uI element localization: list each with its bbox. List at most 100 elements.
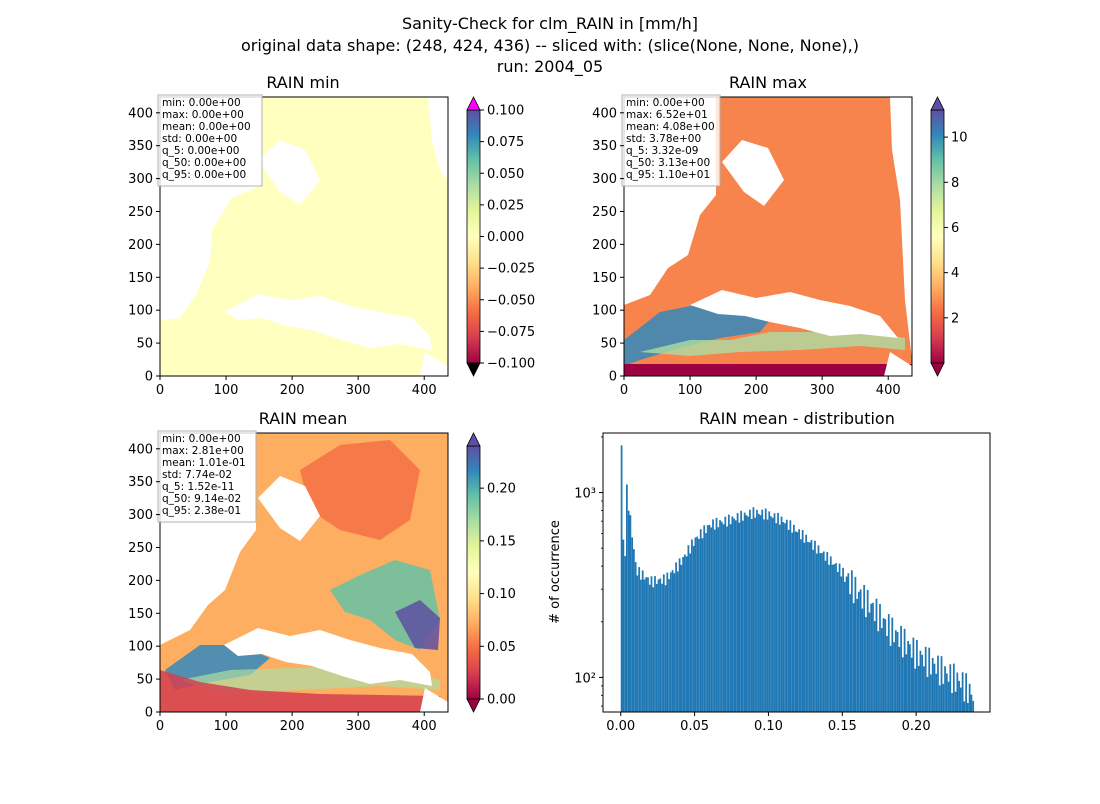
x-tick-label: 300 [346, 719, 371, 734]
histogram-bar [805, 534, 808, 712]
histogram-bar [905, 654, 908, 712]
x-tick-label: 0.05 [680, 719, 709, 734]
histogram-bar [694, 537, 697, 712]
colorbar-min-extend [930, 362, 945, 377]
histogram-bar [787, 529, 790, 712]
histogram-bar [796, 532, 799, 712]
colorbar-min-extend [466, 698, 481, 713]
histogram-bar [967, 703, 969, 712]
histogram-bar [706, 525, 709, 712]
histogram-bar [622, 539, 625, 712]
histogram-bar [659, 578, 662, 712]
histogram-bar [745, 515, 748, 712]
stat-line: q_50: 0.00e+00 [162, 157, 246, 169]
colorbar-max-extend [466, 432, 481, 447]
histogram-bar [829, 556, 832, 712]
histogram-bar [954, 691, 957, 712]
histogram-bar [734, 520, 737, 712]
histogram-bar [757, 513, 760, 712]
histogram-bar [794, 531, 797, 712]
histogram-bar [879, 603, 881, 712]
histogram-bar [675, 562, 677, 712]
histogram-bar [710, 527, 713, 712]
histogram-bar [752, 507, 755, 712]
histogram-bar [933, 663, 936, 712]
histogram-bar [719, 520, 721, 712]
colorbar-tick-label: 4 [951, 266, 959, 281]
histogram-bar [673, 573, 676, 712]
histogram-bar [696, 536, 699, 712]
y-tick-label: 300 [128, 172, 153, 187]
histogram-bar [972, 700, 975, 712]
histogram-bar [923, 666, 925, 712]
colorbar-gradient [466, 109, 481, 364]
panel-rain-mean-distribution: RAIN mean - distribution 0.00 0.05 0.10 0.1… [548, 409, 991, 734]
stat-line: std: 7.74e-02 [162, 469, 232, 481]
histogram-bar [770, 516, 772, 712]
histogram-bar [880, 628, 883, 712]
missing-data-mask-corner [884, 352, 912, 376]
histogram-bar [687, 545, 690, 712]
y-tick-label: 50 [136, 337, 153, 352]
stat-line: min: 0.00e+00 [626, 97, 705, 109]
histogram-bar [912, 637, 915, 712]
colorbar-ticks: 0.100 0.075 0.050 0.025 0.000 −0.025 −0.050 −0.… [480, 104, 535, 372]
histogram-bar [750, 519, 753, 712]
colorbar-tick-label: 10 [951, 131, 968, 146]
histogram-bar [891, 617, 894, 712]
histogram-bar [652, 587, 655, 712]
histogram-bar [764, 508, 767, 712]
missing-data-mask-north [722, 140, 784, 206]
histogram-bar [676, 571, 679, 712]
histogram-bar [668, 579, 670, 712]
histogram-bar [868, 612, 871, 712]
y-axis-label: # of occurrence [548, 520, 563, 624]
x-tick-label: 200 [280, 719, 305, 734]
stats-box: min: 0.00e+00 max: 2.81e+00 mean: 1.01e-… [157, 430, 257, 523]
histogram-bar [803, 542, 806, 712]
y-tick-label: 400 [128, 106, 153, 121]
histogram-bar [952, 663, 955, 712]
histogram-bar [689, 553, 692, 712]
histogram-bar [771, 517, 774, 712]
y-tick-label: 10³ [574, 487, 596, 502]
histogram-bar [682, 556, 685, 712]
axes-frame [159, 432, 449, 713]
y-tick-label: 150 [128, 607, 153, 622]
y-tick-label: 300 [128, 508, 153, 523]
histogram-bar [965, 673, 968, 712]
stat-line: q_95: 2.38e-01 [162, 505, 241, 517]
histogram-bar [968, 683, 971, 712]
histogram-bar [666, 572, 669, 712]
colorbar: 0.100 0.075 0.050 0.025 0.000 −0.025 −0.050 −0.… [466, 96, 535, 377]
histogram-bar [731, 516, 734, 712]
histogram-bar [900, 625, 902, 712]
histogram-bar [812, 549, 815, 712]
histogram-bar [749, 509, 751, 712]
histogram-bar [747, 516, 750, 712]
histogram-bar [924, 646, 927, 712]
colorbar-tick-label: 0.05 [487, 640, 516, 655]
y-tick-label: 350 [592, 139, 617, 154]
x-tick-label: 100 [678, 383, 703, 398]
panel-title: RAIN max [729, 73, 807, 92]
histogram-bar [856, 598, 859, 712]
y-tick-label: 100 [128, 304, 153, 319]
histogram-bar [691, 539, 693, 712]
colorbar-ticks: 0.20 0.15 0.10 0.05 0.00 [480, 482, 516, 708]
histogram-bar [858, 591, 860, 712]
histogram-bar [877, 631, 880, 712]
histogram-bar [662, 574, 665, 712]
histogram-bar [627, 510, 630, 712]
colorbar-tick-label: 0.025 [487, 198, 524, 213]
colorbar-gradient [930, 109, 945, 364]
histogram-bar [942, 683, 945, 712]
histogram-bar [815, 553, 818, 712]
histogram-bar [896, 632, 899, 712]
histogram-bar [777, 512, 779, 712]
stat-line: q_95: 0.00e+00 [162, 169, 246, 181]
colorbar-tick-label: 8 [951, 176, 959, 191]
x-tick-label: 0 [156, 383, 164, 398]
histogram-bar [959, 687, 962, 712]
histogram-bar [726, 526, 728, 712]
